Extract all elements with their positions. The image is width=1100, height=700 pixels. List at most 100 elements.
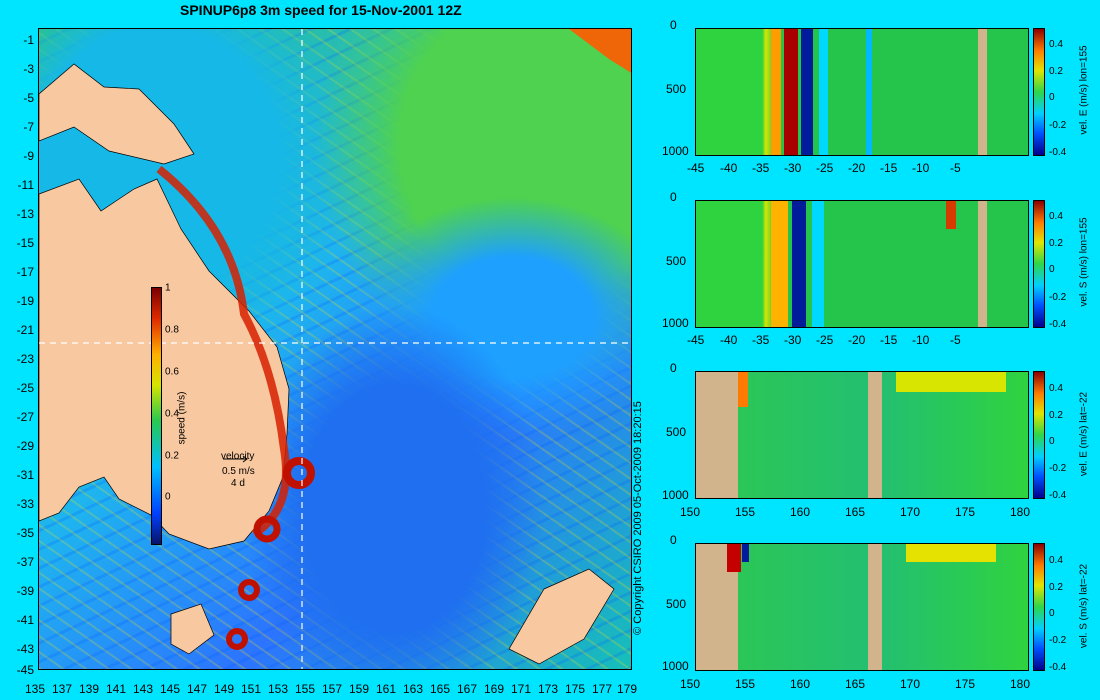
panel-colorbar-tick: -0.2: [1049, 292, 1067, 303]
panel-x-tick: -15: [880, 333, 898, 347]
panel-colorbar-tick: 0: [1049, 436, 1055, 447]
velocity-scale-arrowhead: [242, 455, 248, 463]
map-x-tick: 147: [186, 682, 208, 696]
panel-x-tick: 165: [845, 677, 866, 691]
panel-colorbar: [1033, 28, 1045, 156]
panel-x-tick: -15: [880, 161, 898, 175]
panel-colorbar-tick: -0.2: [1049, 463, 1067, 474]
map-y-tick: -29: [16, 439, 34, 453]
panel-x-tick: -35: [752, 161, 770, 175]
velocity-band: [801, 29, 813, 155]
panel-colorbar-tick: 0.2: [1049, 582, 1063, 593]
map-y-tick: -13: [16, 207, 34, 221]
section-panel-east-lon155: [695, 28, 1029, 156]
map-x-tick: 139: [78, 682, 100, 696]
speed-colorbar: [151, 287, 162, 545]
map-x-tick: 167: [456, 682, 478, 696]
panel-colorbar-tick: -0.4: [1049, 147, 1067, 158]
panel-y-tick: 1000: [662, 144, 689, 158]
panel-x-tick: -35: [752, 333, 770, 347]
map-x-tick: 163: [402, 682, 424, 696]
speed-colorbar-tick: 0: [165, 491, 171, 503]
velocity-scale-time: 4 d: [231, 478, 245, 489]
map-x-tick: 137: [51, 682, 73, 696]
panel-colorbar-tick: 0.4: [1049, 39, 1063, 50]
panel-y-tick: 1000: [662, 316, 689, 330]
panel-colorbar: [1033, 543, 1045, 671]
map-x-tick: 165: [429, 682, 451, 696]
land-papua: [39, 63, 195, 165]
map-x-tick: 175: [564, 682, 586, 696]
speed-map: [38, 28, 632, 670]
map-y-tick: -27: [16, 410, 34, 424]
velocity-scale-speed: 0.5 m/s: [222, 466, 255, 477]
land-mask: [978, 201, 987, 327]
velocity-band: [819, 29, 828, 155]
panel-x-tick: -20: [848, 333, 866, 347]
panel-y-tick: 500: [666, 82, 687, 96]
land-mask: [696, 372, 738, 498]
map-y-tick: -41: [16, 613, 34, 627]
map-y-tick: -23: [16, 352, 34, 366]
velocity-band: [742, 544, 749, 562]
warm-current-patch: [569, 29, 631, 73]
section-panel-south-lon155: [695, 200, 1029, 328]
panel-colorbar-tick: -0.4: [1049, 662, 1067, 673]
map-x-tick: 149: [213, 682, 235, 696]
map-overlay: [39, 29, 631, 669]
map-y-tick: -3: [23, 62, 34, 76]
panel-colorbar-tick: 0.2: [1049, 410, 1063, 421]
map-x-tick: 157: [321, 682, 343, 696]
map-x-tick: 161: [375, 682, 397, 696]
panel-x-tick: -25: [816, 333, 834, 347]
map-x-tick: 169: [483, 682, 505, 696]
map-x-tick: 179: [616, 682, 638, 696]
panel-ylabel: vel. E (m/s) lon=155: [1078, 45, 1090, 135]
panel-x-tick: -45: [687, 333, 705, 347]
velocity-band: [727, 544, 741, 572]
velocity-band: [906, 544, 996, 562]
panel-colorbar-tick: -0.4: [1049, 319, 1067, 330]
panel-x-tick: 170: [900, 505, 921, 519]
panel-colorbar-tick: 0: [1049, 264, 1055, 275]
eddy-2: [253, 515, 281, 543]
panel-x-tick: -40: [720, 161, 738, 175]
panel-colorbar-tick: 0.4: [1049, 555, 1063, 566]
panel-ylabel: vel. S (m/s) lon=155: [1078, 217, 1090, 307]
speed-colorbar-tick: 0.8: [165, 324, 179, 336]
velocity-band: [812, 201, 824, 327]
map-y-tick: -11: [17, 178, 34, 192]
panel-x-tick: 150: [680, 677, 701, 691]
section-panel-south-lat22: [695, 543, 1029, 671]
panel-x-tick: -30: [784, 333, 802, 347]
panel-x-tick: -10: [912, 333, 930, 347]
land-tasmania: [170, 603, 215, 655]
panel-y-tick: 1000: [662, 659, 689, 673]
map-y-tick: -39: [16, 584, 34, 598]
map-y-tick: -31: [16, 468, 34, 482]
map-y-tick: -37: [16, 555, 34, 569]
map-x-tick: 173: [537, 682, 559, 696]
panel-y-tick: 500: [666, 597, 687, 611]
map-y-tick: -33: [16, 497, 34, 511]
speed-colorbar-tick: 0.6: [165, 366, 179, 378]
panel-colorbar-tick: -0.2: [1049, 120, 1067, 131]
velocity-band: [792, 201, 806, 327]
panel-y-tick: 500: [666, 254, 687, 268]
map-y-tick: -1: [23, 33, 34, 47]
map-x-tick: 135: [24, 682, 46, 696]
copyright-notice: © Copyright CSIRO 2009 05-Oct-2009 18:20…: [632, 401, 644, 635]
panel-y-tick: 500: [666, 425, 687, 439]
panel-x-tick: -30: [784, 161, 802, 175]
map-x-tick: 145: [159, 682, 181, 696]
map-y-tick: -5: [23, 91, 34, 105]
map-y-tick: -45: [16, 663, 34, 677]
panel-x-tick: 155: [735, 677, 756, 691]
panel-colorbar-tick: 0.2: [1049, 66, 1063, 77]
panel-x-tick: 170: [900, 677, 921, 691]
map-y-tick: -43: [16, 642, 34, 656]
land-australia: [39, 178, 290, 550]
panel-x-tick: -40: [720, 333, 738, 347]
velocity-band: [896, 372, 1006, 392]
chart-title: SPINUP6p8 3m speed for 15-Nov-2001 12Z: [180, 2, 462, 18]
